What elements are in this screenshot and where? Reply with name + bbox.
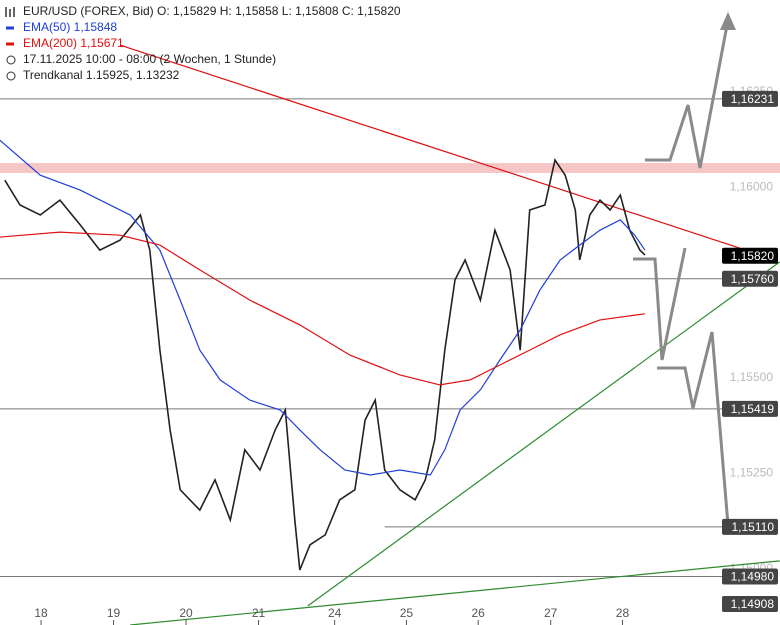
level-label-box — [722, 270, 778, 287]
trendline — [130, 560, 780, 625]
legend-icon — [6, 71, 16, 81]
arrow-up — [645, 19, 730, 169]
price-line — [4, 158, 646, 571]
plot-layer: 1,162501,160001,157501,155001,152501,150… — [0, 44, 780, 625]
x-tick-label: 24 — [328, 606, 342, 620]
trendline — [119, 44, 741, 249]
price-line — [0, 231, 645, 386]
x-tick-label: 27 — [544, 606, 558, 620]
legend-text: EUR/USD (FOREX, Bid) O: 1,15829 H: 1,158… — [23, 4, 401, 18]
trendline — [307, 261, 780, 607]
legend-text: Trendkanal 1.15925, 1.13232 — [23, 68, 180, 82]
level-label-box — [722, 90, 778, 107]
x-tick-label: 26 — [472, 606, 486, 620]
level-label-box — [722, 568, 778, 585]
arrow-mid — [633, 247, 687, 361]
x-tick-label: 19 — [107, 606, 121, 620]
level-label-box — [722, 247, 778, 264]
x-tick-label: 28 — [616, 606, 630, 620]
legend-text: EMA(200) 1,15671 — [23, 36, 124, 50]
scenario-arrows — [633, 12, 736, 526]
level-label: 1,15760 — [731, 272, 775, 286]
arrow-head — [720, 12, 736, 30]
level-label: 1,14908 — [731, 597, 775, 611]
y-tick-label: 1,15500 — [730, 370, 774, 384]
x-tick-label: 20 — [179, 606, 193, 620]
legend-swatch — [6, 42, 14, 46]
level-label: 1,14980 — [731, 570, 775, 584]
x-tick-label: 18 — [34, 606, 48, 620]
y-tick-label: 1,15250 — [730, 466, 774, 480]
legend-icon — [5, 7, 15, 17]
price-line — [0, 139, 646, 476]
level-label: 1,15110 — [732, 520, 775, 534]
level-label: 1,16231 — [731, 92, 775, 106]
level-label-box — [722, 518, 778, 535]
level-label-box — [722, 400, 778, 417]
y-tick-label: 1,16000 — [730, 179, 774, 193]
arrow-down — [657, 331, 730, 526]
legend-text: EMA(50) 1,15848 — [23, 20, 117, 34]
legend-text: 17.11.2025 10:00 - 08:00 (2 Wochen, 1 St… — [23, 52, 276, 66]
level-label: 1,15820 — [731, 249, 775, 263]
legend-swatch — [6, 26, 14, 30]
level-label: 1,15419 — [731, 402, 775, 416]
resistance-zone — [0, 163, 780, 173]
legend-icon — [6, 55, 16, 65]
x-tick-label: 21 — [252, 606, 266, 620]
level-label-box — [722, 596, 778, 613]
x-tick-label: 25 — [400, 606, 414, 620]
